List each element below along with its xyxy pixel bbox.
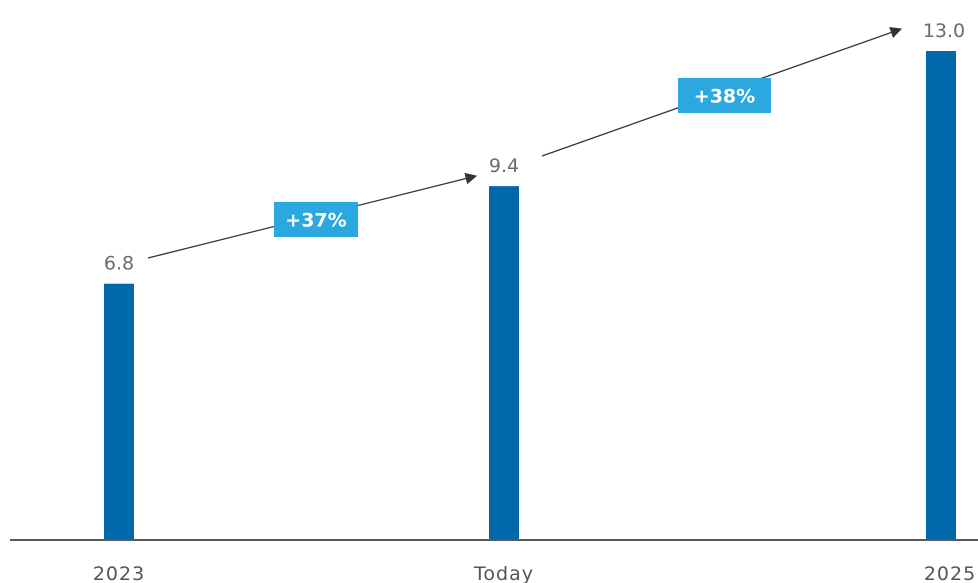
category-label: 2023	[93, 563, 145, 583]
bar-2025	[926, 51, 956, 539]
growth-badge	[274, 202, 358, 237]
growth-arrows	[147, 26, 903, 259]
value-label: 13.0	[923, 20, 965, 42]
growth-badge-label: +37%	[285, 210, 346, 232]
bar-today	[489, 186, 519, 539]
growth-badge-label: +38%	[694, 86, 755, 108]
category-label: Today	[473, 563, 534, 583]
bars	[104, 51, 956, 539]
bar-2023	[104, 283, 134, 539]
growth-badge	[678, 78, 771, 113]
growth-badges: +37% +38%	[274, 78, 771, 237]
category-label: 2025	[924, 563, 976, 583]
labels: 6.8 2023 9.4 Today 13.0 2025	[93, 20, 976, 583]
value-label: 9.4	[489, 155, 519, 177]
value-label: 6.8	[104, 253, 134, 275]
